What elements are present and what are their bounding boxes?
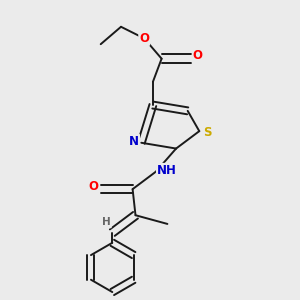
- Text: O: O: [88, 180, 98, 193]
- Text: S: S: [203, 126, 212, 139]
- Text: N: N: [129, 135, 139, 148]
- Text: O: O: [139, 32, 149, 45]
- Text: O: O: [193, 49, 203, 62]
- Text: H: H: [102, 218, 111, 227]
- Text: NH: NH: [157, 164, 177, 177]
